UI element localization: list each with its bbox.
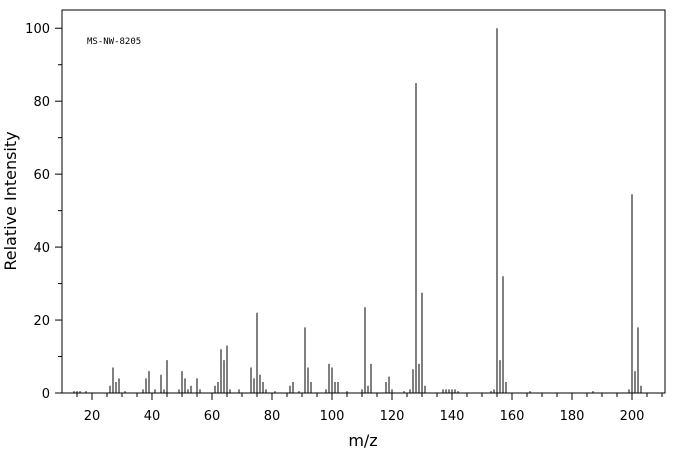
y-axis-label: Relative Intensity bbox=[1, 131, 20, 270]
x-axis-label: m/z bbox=[348, 431, 377, 450]
plot-frame bbox=[61, 9, 666, 394]
y-tick-label: 60 bbox=[33, 168, 50, 183]
x-tick-label: 180 bbox=[560, 409, 585, 424]
y-tick-label: 40 bbox=[33, 241, 50, 256]
y-tick-label: 0 bbox=[42, 387, 50, 402]
annotation: MS-NW-8205 bbox=[87, 37, 141, 47]
x-tick-label: 160 bbox=[500, 409, 525, 424]
y-tick-label: 100 bbox=[25, 22, 50, 37]
x-tick-label: 40 bbox=[144, 409, 161, 424]
x-tick-label: 140 bbox=[440, 409, 465, 424]
x-tick-label: 200 bbox=[620, 409, 645, 424]
x-tick-label: 120 bbox=[380, 409, 405, 424]
x-tick-label: 80 bbox=[264, 409, 281, 424]
y-tick-label: 20 bbox=[33, 314, 50, 329]
x-tick-label: 20 bbox=[84, 409, 101, 424]
x-tick-label: 100 bbox=[320, 409, 345, 424]
x-tick-label: 60 bbox=[204, 409, 221, 424]
y-tick-label: 80 bbox=[33, 95, 50, 110]
